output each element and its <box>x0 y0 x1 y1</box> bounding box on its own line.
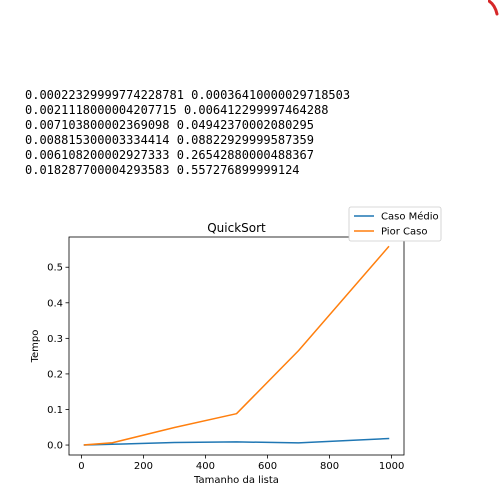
series-line-caso-medio <box>83 437 390 446</box>
x-axis-ticks: 0 200 400 600 800 1000 <box>78 455 404 472</box>
output-line: 0.008815300003334414 0.08822929999587359 <box>25 132 314 147</box>
chart-title: QuickSort <box>207 221 266 235</box>
x-tick-label: 400 <box>196 461 215 472</box>
x-tick-label: 800 <box>320 461 339 472</box>
x-axis-label: Tamanho da lista <box>193 475 279 486</box>
legend-label-pior-caso: Pior Caso <box>381 227 427 238</box>
corner-mark <box>488 0 499 16</box>
series-lines <box>83 245 390 446</box>
y-tick-label: 0.4 <box>47 298 63 309</box>
y-tick-label: 0.0 <box>47 441 63 452</box>
y-tick-label: 0.2 <box>47 369 63 380</box>
x-tick-label: 600 <box>258 461 277 472</box>
y-axis-ticks: 0.0 0.1 0.2 0.3 0.4 0.5 <box>47 263 69 452</box>
plot-frame <box>68 236 405 456</box>
y-axis-label: Tempo <box>30 330 41 364</box>
output-line: 0.0021118000004207715 0.0064122999974642… <box>25 102 329 117</box>
y-tick-label: 0.5 <box>47 263 63 274</box>
series-line-pior-caso <box>83 245 390 446</box>
y-tick-label: 0.1 <box>47 405 63 416</box>
output-line: 0.006108200002927333 0.26542880000488367 <box>25 147 314 162</box>
output-line: 0.018287700004293583 0.557276899999124 <box>25 162 300 177</box>
x-tick-label: 0 <box>78 461 84 472</box>
y-tick-label: 0.3 <box>47 334 63 345</box>
output-line: 0.007103800002369098 0.04942370002080295 <box>25 117 314 132</box>
legend-label-caso-medio: Caso Médio <box>381 211 439 223</box>
x-tick-label: 1000 <box>379 461 404 472</box>
x-tick-label: 200 <box>134 461 153 472</box>
legend: Caso Médio Pior Caso <box>348 206 442 242</box>
printed-output: 0.00022329999774228781 0.000364100000297… <box>25 88 350 177</box>
output-line: 0.00022329999774228781 0.000364100000297… <box>25 88 351 102</box>
